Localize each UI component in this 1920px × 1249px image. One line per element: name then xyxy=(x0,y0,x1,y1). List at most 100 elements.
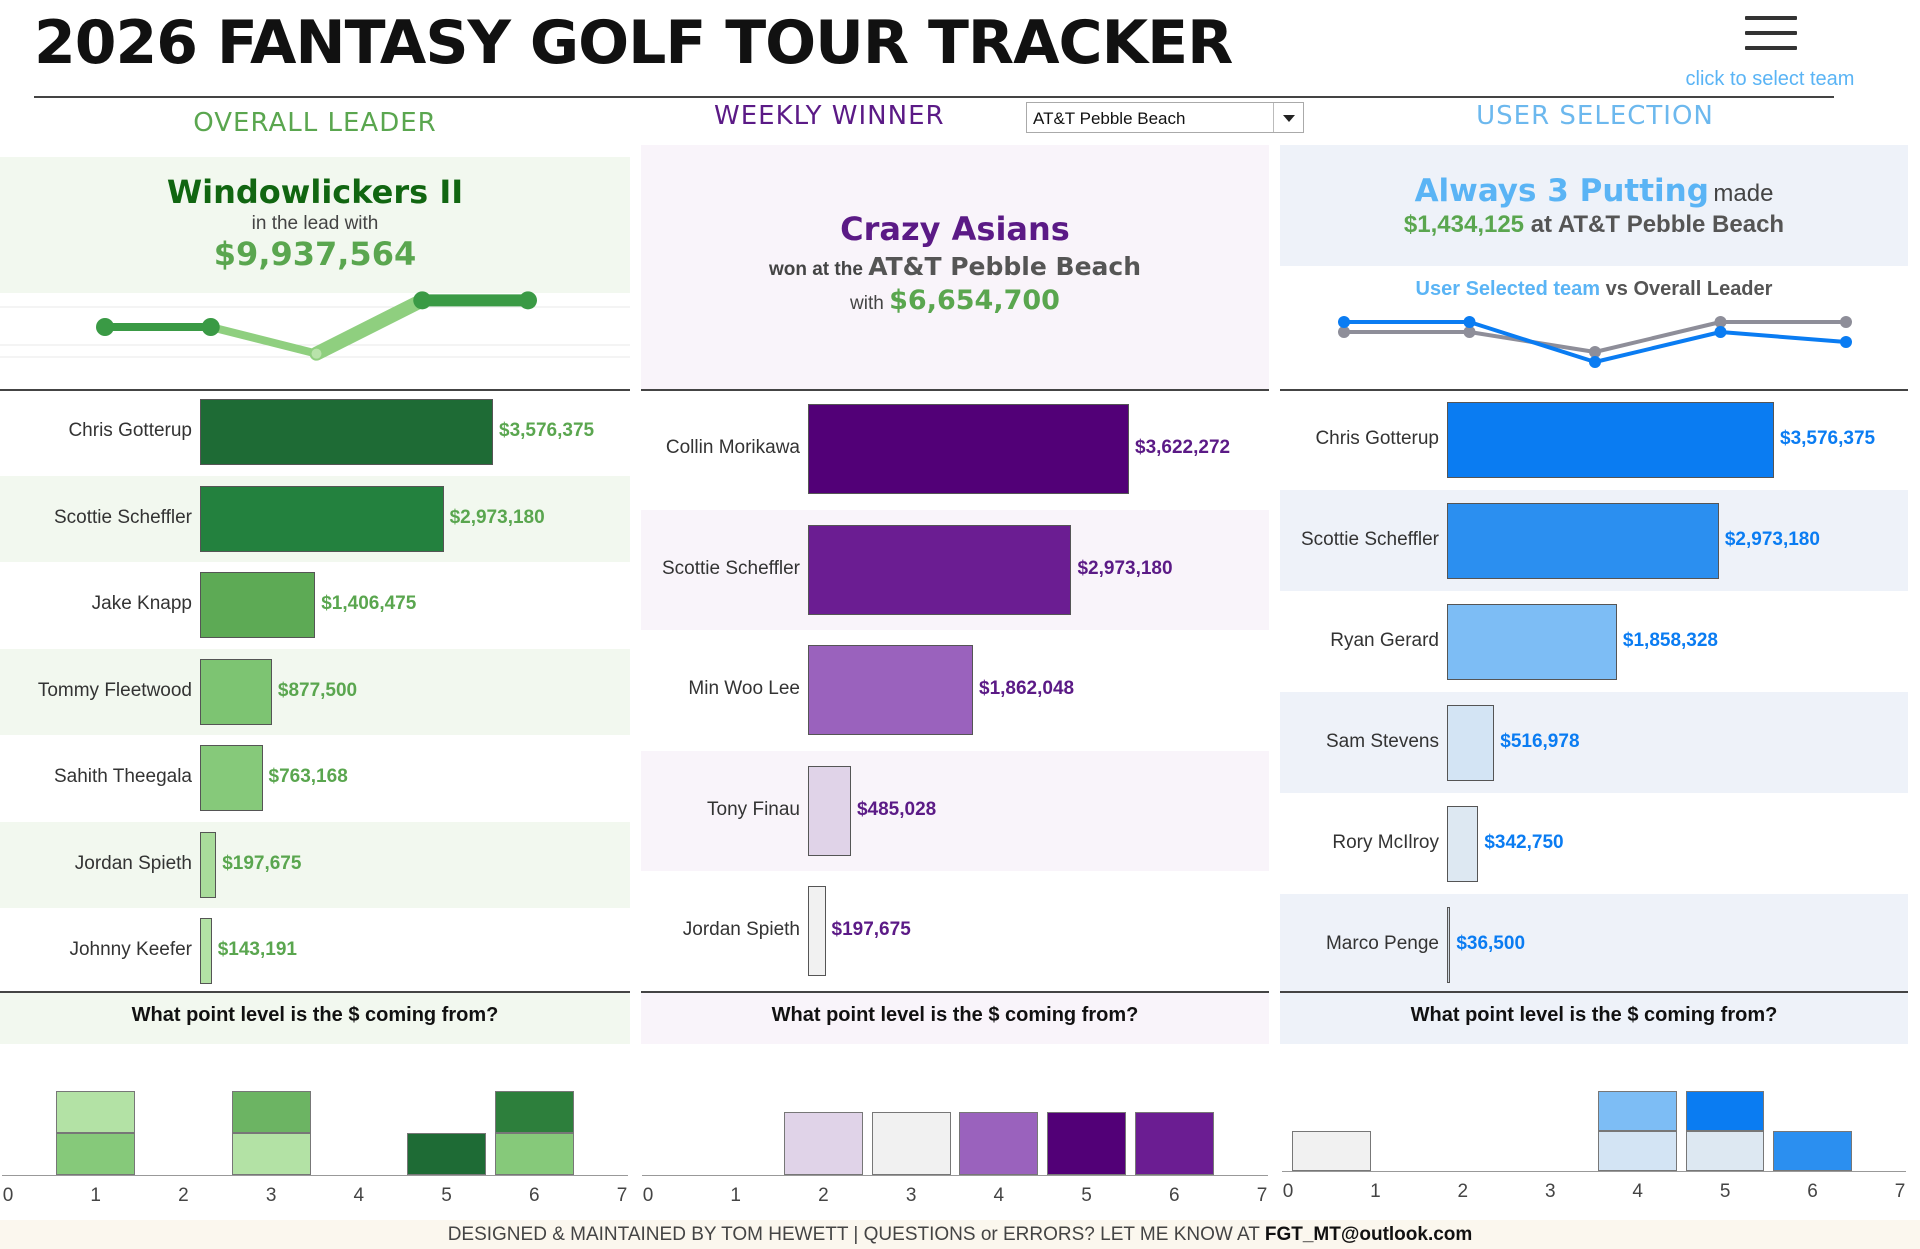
weekly-player-name: Min Woo Lee xyxy=(688,678,800,700)
user-player-earnings: $2,973,180 xyxy=(1724,528,1820,550)
overall-axis-tick-label: 2 xyxy=(178,1185,189,1206)
overall-player-bar[interactable] xyxy=(200,745,263,812)
footer-email-link[interactable]: FGT_MT@outlook.com xyxy=(1264,1224,1473,1245)
page-title: 2026 FANTASY GOLF TOUR TRACKER xyxy=(34,8,1233,78)
user-event-name: AT&T Pebble Beach xyxy=(1557,211,1785,238)
user-player-bar[interactable] xyxy=(1447,502,1719,579)
overall-player-earnings: $143,191 xyxy=(217,939,297,961)
hamburger-menu-icon[interactable] xyxy=(1745,14,1797,56)
overall-player-name: Sahith Theegala xyxy=(53,766,192,788)
overall-point-level-bar[interactable] xyxy=(494,1133,574,1175)
overall-player-bar[interactable] xyxy=(200,572,316,639)
overall-leader-trend-line-point xyxy=(1589,346,1601,358)
user-axis-tick-label: 2 xyxy=(1457,1181,1469,1202)
user-player-bar[interactable] xyxy=(1447,401,1774,478)
overall-point-level-axis xyxy=(2,1175,628,1176)
footer-credit: DESIGNED & MAINTAINED BY TOM HEWETT | QU… xyxy=(447,1224,1260,1245)
section-divider xyxy=(641,389,1269,391)
weekly-row-stripe xyxy=(641,750,1269,871)
weekly-player-earnings: $485,028 xyxy=(856,798,937,820)
weekly-axis-tick-label: 1 xyxy=(730,1185,741,1206)
user-team-trend-line-point xyxy=(1714,326,1727,338)
vs-overall-leader-label: Overall Leader xyxy=(1633,278,1773,300)
weekly-player-bar[interactable] xyxy=(808,524,1072,615)
overall-point-level-question: What point level is the $ coming from? xyxy=(0,992,630,1044)
overall-point-level-bar[interactable] xyxy=(231,1133,311,1175)
user-player-name: Ryan Gerard xyxy=(1330,629,1439,651)
overall-player-bar[interactable] xyxy=(200,918,212,985)
select-team-hint[interactable]: click to select team xyxy=(1685,68,1855,90)
user-player-bar[interactable] xyxy=(1447,704,1495,781)
overall-player-bar[interactable] xyxy=(200,485,444,552)
overall-point-level-bar[interactable] xyxy=(407,1133,487,1175)
overall-player-earnings: $3,576,375 xyxy=(499,420,595,442)
user-team-trend-line-point xyxy=(1463,316,1476,328)
weekly-player-bar[interactable] xyxy=(808,765,851,856)
user-team-trend-line-point xyxy=(1840,336,1852,348)
weekly-point-level-bar[interactable] xyxy=(1134,1112,1214,1175)
user-player-bar[interactable] xyxy=(1447,603,1617,680)
weekly-point-level-bar[interactable] xyxy=(959,1112,1039,1175)
weekly-player-name: Collin Morikawa xyxy=(665,437,800,459)
user-team-name: Always 3 Putting xyxy=(1414,173,1709,209)
weekly-player-name: Jordan Spieth xyxy=(682,919,800,941)
overall-axis-tick-label: 6 xyxy=(528,1185,540,1206)
overall-point-level-bar[interactable] xyxy=(494,1091,574,1133)
overall-player-bar[interactable] xyxy=(200,831,217,898)
chevron-down-icon[interactable] xyxy=(1273,103,1303,132)
user-at-text: at xyxy=(1530,211,1553,238)
weekly-point-level-bar[interactable] xyxy=(783,1112,863,1175)
overall-axis-tick-label: 0 xyxy=(2,1185,14,1206)
overall-player-earnings: $197,675 xyxy=(222,852,302,874)
overall-axis-tick-label: 4 xyxy=(353,1185,365,1206)
overall-point-level-bar[interactable] xyxy=(56,1133,136,1175)
weekly-player-bar[interactable] xyxy=(808,645,973,736)
weekly-player-bar[interactable] xyxy=(808,886,826,977)
overall-player-name: Johnny Keefer xyxy=(69,939,192,961)
weekly-winner-team: Crazy Asians xyxy=(840,210,1070,248)
user-point-level-bar[interactable] xyxy=(1685,1131,1765,1171)
overall-player-name: Tommy Fleetwood xyxy=(37,679,192,701)
weekly-player-bar[interactable] xyxy=(808,404,1129,495)
weekly-point-level-question: What point level is the $ coming from? xyxy=(641,992,1269,1044)
weekly-axis-tick-label: 6 xyxy=(1168,1185,1180,1206)
user-player-bar[interactable] xyxy=(1447,805,1479,882)
user-player-name: Rory McIlroy xyxy=(1332,831,1439,853)
overall-axis-tick-label: 3 xyxy=(265,1185,277,1206)
overall-trend-segment xyxy=(309,293,430,361)
overall-leader-trend-line-point xyxy=(1714,316,1727,328)
overall-player-earnings: $1,406,475 xyxy=(321,593,417,615)
overall-point-level-bar[interactable] xyxy=(231,1091,311,1133)
overall-trend-point xyxy=(96,318,114,336)
user-point-level-bar[interactable] xyxy=(1598,1091,1678,1131)
user-axis-tick-label: 3 xyxy=(1544,1181,1556,1202)
footer: DESIGNED & MAINTAINED BY TOM HEWETT | QU… xyxy=(0,1220,1920,1249)
user-axis-tick-label: 4 xyxy=(1632,1181,1643,1202)
weekly-point-level-bar[interactable] xyxy=(1047,1112,1127,1175)
section-divider xyxy=(0,389,630,391)
overall-axis-tick-label: 1 xyxy=(90,1185,101,1206)
user-point-level-bar[interactable] xyxy=(1292,1131,1372,1171)
user-team-amount: $1,434,125 xyxy=(1403,211,1525,238)
weekly-player-earnings: $1,862,048 xyxy=(979,678,1075,700)
overall-player-bar[interactable] xyxy=(200,399,493,466)
user-player-name: Sam Stevens xyxy=(1326,730,1439,752)
overall-point-level-bar[interactable] xyxy=(56,1091,136,1133)
user-player-earnings: $36,500 xyxy=(1456,932,1526,954)
vs-user-team-label: User Selected team xyxy=(1415,278,1601,300)
user-point-level-bar[interactable] xyxy=(1773,1131,1852,1171)
weekly-point-level-axis xyxy=(642,1175,1268,1176)
user-player-bar[interactable] xyxy=(1447,906,1451,983)
user-player-earnings: $1,858,328 xyxy=(1622,629,1718,651)
user-point-level-bar[interactable] xyxy=(1598,1131,1678,1171)
user-team-trend-line-point xyxy=(1338,316,1350,328)
vs-text: vs xyxy=(1605,278,1628,300)
user-point-level-bar[interactable] xyxy=(1685,1091,1765,1131)
section-divider xyxy=(1280,389,1908,391)
user-axis-tick-label: 0 xyxy=(1282,1181,1294,1202)
event-select-dropdown[interactable]: AT&T Pebble Beach xyxy=(1026,102,1304,133)
weekly-point-level-bar[interactable] xyxy=(871,1112,951,1175)
user-vs-leader-trend-chart xyxy=(1338,316,1852,368)
overall-player-bar[interactable] xyxy=(200,658,272,725)
overall-leader-subtitle: in the lead with xyxy=(251,213,379,234)
